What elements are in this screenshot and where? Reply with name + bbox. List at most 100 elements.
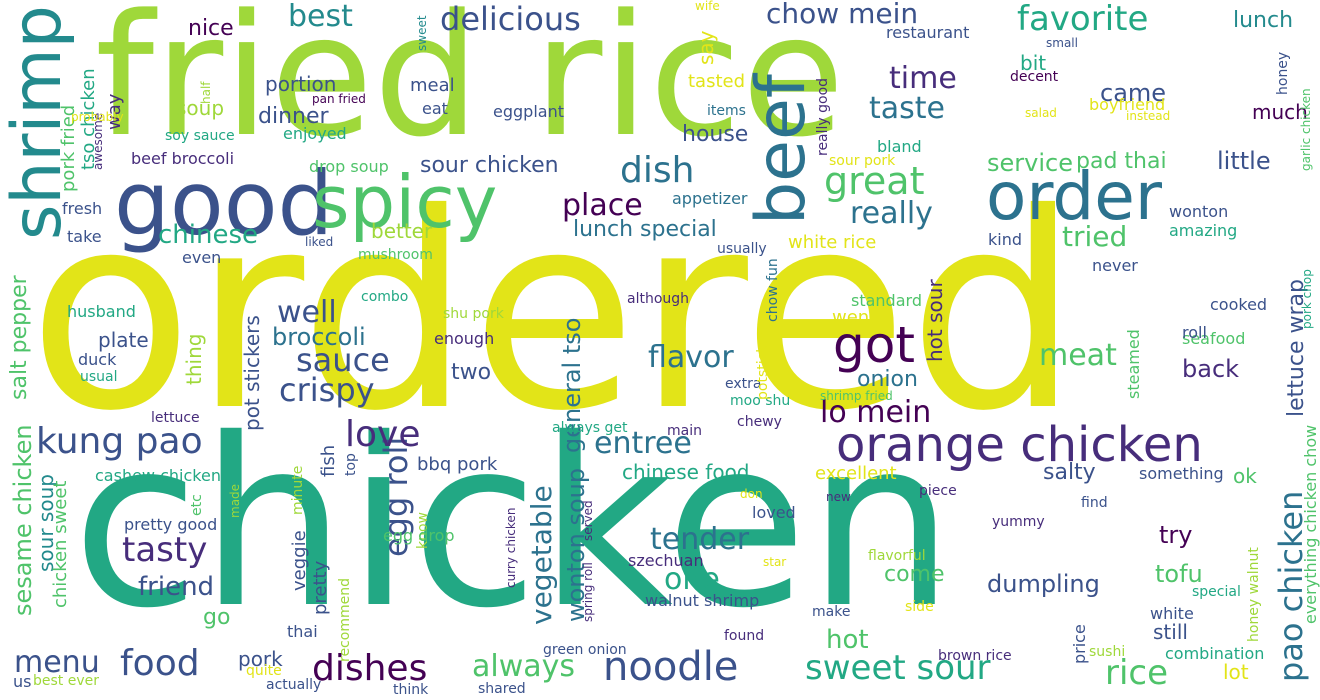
word-decent: decent xyxy=(1010,69,1059,85)
word-although: although xyxy=(627,291,690,307)
word-kung-pao: kung pao xyxy=(36,421,203,462)
word-tofu: tofu xyxy=(1155,560,1203,588)
word-even: even xyxy=(182,248,222,267)
word-dumpling: dumpling xyxy=(987,570,1100,598)
word-love: love xyxy=(345,414,421,455)
word-enough: enough xyxy=(434,329,495,348)
word-menu: menu xyxy=(14,645,100,680)
word-food: food xyxy=(120,643,200,684)
word-something: something xyxy=(1139,464,1224,483)
word-special: special xyxy=(1192,584,1241,600)
word-half: half xyxy=(199,81,213,104)
word-green-onion: green onion xyxy=(543,642,627,658)
word-onion: onion xyxy=(857,367,918,392)
word-new: new xyxy=(826,490,851,504)
word-nice: nice xyxy=(188,16,234,41)
word-never: never xyxy=(1092,256,1138,275)
word-flavorful: flavorful xyxy=(868,548,926,564)
word-us: us xyxy=(13,672,32,691)
word-shu-pork: shu pork xyxy=(443,306,504,322)
word-make: make xyxy=(812,604,851,620)
word-pretty-good: pretty good xyxy=(124,515,218,534)
word-got: got xyxy=(833,316,915,374)
word-found: found xyxy=(724,628,765,644)
word-white-rice: white rice xyxy=(788,232,877,253)
word-lunch: lunch xyxy=(1233,8,1294,33)
word-one: one xyxy=(664,562,720,597)
word-piece: piece xyxy=(919,483,957,499)
word-brown-rice: brown rice xyxy=(938,648,1012,664)
word-went: went xyxy=(832,307,877,328)
word-crispy: crispy xyxy=(279,371,375,409)
word-steamed: steamed xyxy=(1124,329,1143,399)
word-always: always xyxy=(472,649,576,684)
word-bbq-pork: bbq pork xyxy=(417,454,498,475)
word-entree: entree xyxy=(594,426,692,461)
word-lettuce: lettuce xyxy=(151,410,200,426)
word-cooked: cooked xyxy=(1210,295,1268,314)
word-quite: quite xyxy=(246,663,282,679)
word-delicious: delicious xyxy=(440,0,581,38)
word-chewy: chewy xyxy=(737,414,782,430)
word-order: order xyxy=(986,158,1162,235)
word-dishes: dishes xyxy=(312,648,428,689)
word-better: better xyxy=(371,219,433,243)
word-friend: friend xyxy=(138,572,215,602)
word-wife: wife xyxy=(695,0,720,13)
word-standard: standard xyxy=(851,291,922,310)
word-noodle: noodle xyxy=(603,644,739,690)
word-pretty: pretty xyxy=(310,560,331,615)
word-best-ever: best ever xyxy=(33,673,100,689)
word-honey-walnut: honey walnut xyxy=(1246,547,1262,642)
word-lot: lot xyxy=(1223,660,1249,684)
word-usually: usually xyxy=(717,241,767,257)
word-chinese-food: chinese food xyxy=(622,460,750,484)
word-potsticker: potsticker xyxy=(755,330,771,400)
word-bland: bland xyxy=(877,137,922,156)
word-served: served xyxy=(581,500,595,541)
word-sour-pork: sour pork xyxy=(829,153,896,169)
word-pork: pork xyxy=(238,647,283,671)
word-find: find xyxy=(1081,495,1108,511)
word-made: made xyxy=(228,483,242,518)
word-chicken: chicken xyxy=(72,389,955,659)
word-back: back xyxy=(1182,355,1240,383)
word-dish: dish xyxy=(620,150,695,191)
word-cashew-chicken: cashew chicken xyxy=(95,466,221,485)
word-flavor: flavor xyxy=(648,340,734,375)
word-pot-stickers: pot stickers xyxy=(240,315,264,431)
word-lunch-special: lunch special xyxy=(573,217,717,242)
word-two: two xyxy=(451,360,492,385)
word-plate: plate xyxy=(98,328,149,352)
word-honey: honey xyxy=(1275,51,1291,95)
word-thing: thing xyxy=(182,333,206,385)
word-spicy: spicy xyxy=(312,160,498,244)
word-roll: roll xyxy=(1182,323,1207,342)
word-etc: etc xyxy=(189,494,205,516)
word-really: really xyxy=(850,196,933,231)
word-beef: beef xyxy=(742,74,821,225)
word-eggplant: eggplant xyxy=(493,102,564,121)
word-combination: combination xyxy=(1165,644,1265,663)
word-mushroom: mushroom xyxy=(358,247,433,263)
word-chow-fun: chow fun xyxy=(765,258,781,322)
word-ordered: ordered xyxy=(28,155,1080,470)
word-everything-chicken-chow: everything chicken chow xyxy=(1301,424,1320,624)
word-tried: tried xyxy=(1062,220,1128,253)
word-sour-chicken: sour chicken xyxy=(420,153,559,178)
word-chinese: chinese xyxy=(158,220,259,250)
word-amazing: amazing xyxy=(1169,221,1238,240)
word-came: came xyxy=(1100,79,1167,107)
word-tender: tender xyxy=(650,522,750,557)
word-rice: rice xyxy=(1105,653,1169,693)
word-think: think xyxy=(393,682,429,698)
word-soy-sauce: soy sauce xyxy=(165,128,235,144)
word-soup: soup xyxy=(176,96,225,120)
word-extra: extra xyxy=(725,376,762,392)
word-restaurant: restaurant xyxy=(886,23,970,42)
word-salty: salty xyxy=(1043,460,1096,485)
word-small: small xyxy=(1046,36,1078,50)
word-broccoli: broccoli xyxy=(272,323,366,351)
word-loved: loved xyxy=(752,503,796,522)
